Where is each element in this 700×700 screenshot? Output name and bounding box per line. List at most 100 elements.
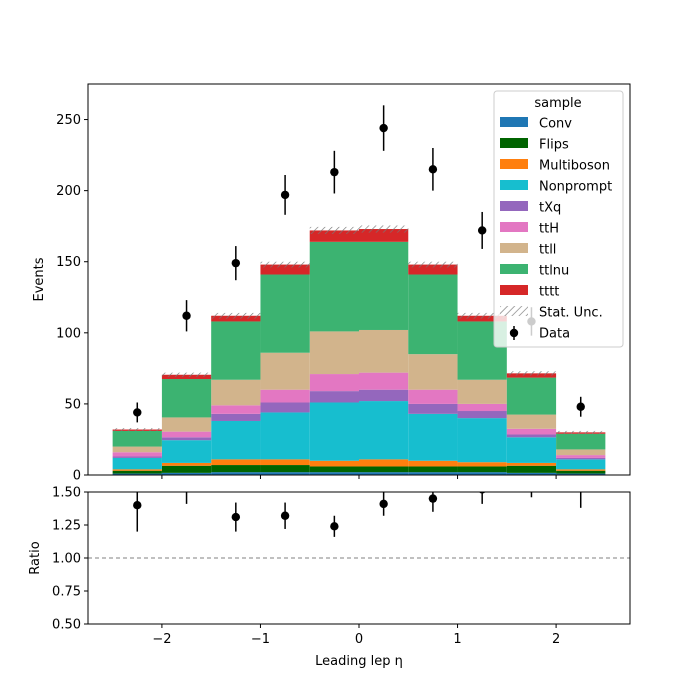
stat-unc-bin-0: [112, 428, 162, 431]
bar-txq-bin-4: [309, 391, 359, 403]
bar-conv-bin-1: [161, 472, 212, 475]
legend-swatch-tth: [500, 222, 528, 232]
y-tick-label-4: 200: [56, 184, 81, 199]
legend-label-flips: Flips: [539, 138, 569, 153]
legend-box: [493, 90, 624, 348]
bar-txq-bin-7: [457, 411, 507, 419]
bar-flips-bin-2: [211, 465, 261, 473]
bar-flips-bin-4: [309, 466, 359, 473]
stat-unc-bin-1: [161, 372, 212, 377]
bar-txq-bin-8: [506, 434, 557, 438]
bar-conv-bin-3: [260, 472, 310, 475]
y-tick-label-0: 0: [73, 469, 81, 484]
main-plot-panel: 0 50 100 150 200 250 Events: [32, 83, 631, 484]
bar-tth-bin-4: [309, 374, 359, 392]
legend-label-nonprompt: Nonprompt: [539, 180, 612, 195]
legend-swatch-multiboson: [500, 159, 528, 169]
ratio-point-5: [379, 499, 388, 509]
bar-multiboson-bin-9: [556, 469, 606, 471]
bar-flips-bin-7: [457, 466, 507, 473]
y-tick-label-2: 100: [56, 326, 81, 341]
stat-unc-bin-7: [457, 312, 507, 319]
bar-conv-bin-4: [309, 472, 359, 475]
y-axis-ticks: 0 50 100 150 200 250: [56, 113, 88, 484]
x-tick-label-3: 1: [453, 632, 461, 647]
stat-unc-bin-5: [359, 225, 409, 233]
bar-flips-bin-8: [506, 465, 557, 473]
ratio-y-tick-label-1: 0.75: [52, 585, 81, 600]
bar-nonprompt-bin-8: [506, 437, 557, 463]
bar-ttll-bin-4: [309, 331, 359, 375]
bar-multiboson-bin-0: [112, 469, 162, 471]
bar-txq-bin-5: [359, 389, 409, 402]
bar-nonprompt-bin-6: [408, 413, 458, 461]
x-axis-ticks: −2 −1 0 1 2: [152, 624, 560, 647]
bar-flips-bin-6: [408, 466, 458, 473]
bar-tth-bin-1: [161, 431, 212, 438]
bar-conv-bin-5: [359, 472, 409, 475]
ratio-points: [133, 480, 582, 537]
legend-label-ttlnu: ttlnu: [539, 264, 569, 279]
bar-ttlnu-bin-2: [211, 321, 261, 380]
bar-multiboson-bin-8: [506, 462, 557, 466]
legend-label-conv: Conv: [539, 117, 572, 132]
bar-ttlnu-bin-8: [506, 377, 557, 415]
data-point-6: [428, 165, 438, 174]
bar-ttll-bin-2: [211, 379, 261, 406]
legend-label-tth: ttH: [539, 222, 559, 237]
y-axis-label: Events: [32, 257, 47, 301]
legend-swatch-ttlnu: [500, 264, 528, 274]
ratio-point-1: [182, 480, 190, 488]
legend-swatch-nonprompt: [500, 180, 528, 190]
bar-tttt-bin-3: [260, 264, 310, 275]
data-point-7: [477, 226, 487, 235]
legend-label-tttt: tttt: [539, 285, 559, 300]
bar-tth-bin-5: [359, 372, 409, 390]
bar-flips-bin-1: [161, 465, 212, 473]
bar-ttlnu-bin-3: [260, 274, 310, 353]
bar-txq-bin-1: [161, 437, 212, 441]
stat-unc-bin-2: [211, 312, 261, 319]
bar-txq-bin-6: [408, 403, 458, 414]
y-tick-label-5: 250: [56, 113, 81, 128]
bar-multiboson-bin-7: [457, 462, 507, 467]
stat-unc-band: [112, 225, 606, 434]
stat-unc-bin-9: [556, 430, 606, 434]
bar-ttlnu-bin-4: [309, 241, 359, 332]
bar-tth-bin-6: [408, 389, 458, 404]
bar-ttlnu-bin-9: [556, 433, 606, 450]
legend-label-multiboson: Multiboson: [539, 159, 610, 174]
legend-swatch-ttll: [500, 243, 528, 253]
ratio-plot-panel: 0.50 0.75 1.00 1.25 1.50 −2 −1 0 1 2 Ratio Leadi…: [28, 480, 631, 669]
legend-swatch-stat-unc: [500, 306, 528, 316]
bar-ttll-bin-0: [112, 446, 162, 453]
bar-conv-bin-6: [408, 472, 458, 475]
bar-ttll-bin-6: [408, 354, 458, 390]
bar-tth-bin-7: [457, 403, 507, 412]
legend-swatch-tttt: [500, 285, 528, 295]
bar-ttlnu-bin-0: [112, 430, 162, 447]
bar-tttt-bin-6: [408, 264, 458, 275]
ratio-point-3: [280, 511, 290, 520]
legend-swatch-conv: [500, 117, 528, 127]
bar-multiboson-bin-5: [359, 459, 409, 467]
legend-label-txq: tXq: [539, 201, 561, 216]
bar-multiboson-bin-4: [309, 460, 359, 467]
ratio-point-2: [231, 512, 241, 522]
bar-txq-bin-9: [556, 457, 606, 460]
bar-tth-bin-3: [260, 389, 310, 403]
ratio-point-6: [428, 494, 438, 503]
bar-tttt-bin-7: [457, 315, 507, 322]
legend-swatch-flips: [500, 138, 528, 148]
stat-unc-bin-8: [506, 371, 557, 376]
bar-conv-bin-8: [506, 472, 557, 475]
x-axis-label: Leading lep η: [315, 654, 403, 669]
bar-ttll-bin-8: [506, 414, 557, 429]
bar-txq-bin-3: [260, 402, 310, 413]
bar-ttlnu-bin-5: [359, 241, 409, 330]
bar-ttlnu-bin-6: [408, 274, 458, 355]
bar-conv-bin-2: [211, 472, 261, 475]
bar-txq-bin-2: [211, 413, 261, 421]
bar-conv-bin-7: [457, 472, 507, 475]
